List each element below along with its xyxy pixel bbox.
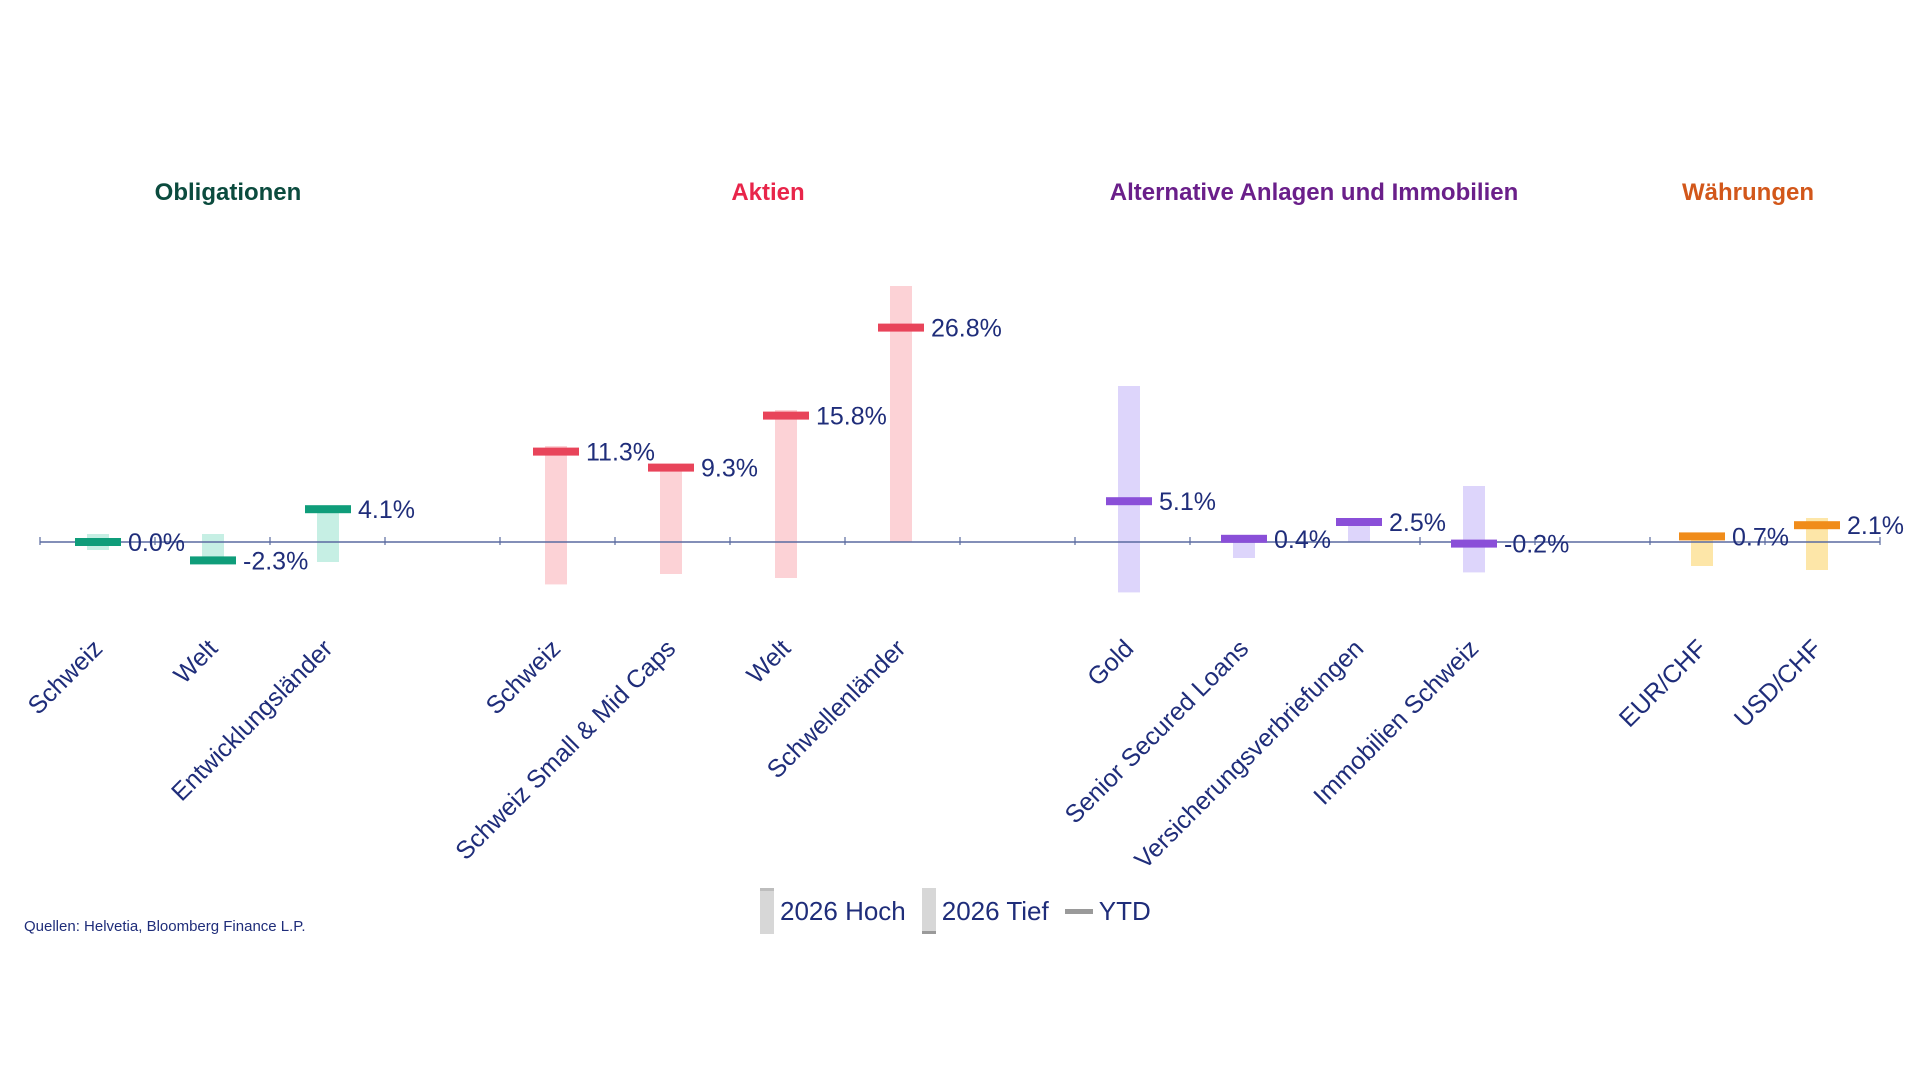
ytd-marker [1106, 497, 1152, 506]
legend-item-low: 2026 Tief [921, 888, 1049, 934]
range-bar [202, 534, 224, 561]
category-label: Welt [168, 634, 223, 689]
category-label: Gold [1082, 634, 1139, 691]
value-label: 4.1% [358, 496, 415, 524]
category-label: Schweiz Small & Mid Caps [450, 634, 681, 865]
value-label: -2.3% [243, 547, 308, 575]
ytd-marker [305, 505, 351, 514]
legend-swatch-high [760, 888, 774, 934]
source-note: Quellen: Helvetia, Bloomberg Finance L.P… [24, 918, 306, 935]
ytd-markers [75, 323, 1840, 565]
range-bar [890, 286, 912, 542]
range-bar [660, 467, 682, 574]
ytd-marker [878, 323, 924, 332]
value-label: 26.8% [931, 315, 1002, 343]
category-label: Welt [741, 634, 796, 689]
legend-label-low: 2026 Tief [941, 895, 1049, 926]
ytd-marker [75, 538, 121, 546]
ytd-marker [763, 411, 809, 420]
legend-swatch-low [921, 888, 936, 934]
value-label: 0.4% [1274, 526, 1331, 554]
legend-swatch-ytd [1064, 908, 1093, 914]
value-label: 11.3% [586, 439, 655, 467]
range-bar [1691, 536, 1713, 566]
ytd-marker [648, 463, 694, 472]
legend-item-high: 2026 Hoch [760, 888, 906, 934]
value-label: -0.2% [1504, 531, 1569, 559]
group-title: Währungen [1682, 179, 1814, 206]
value-labels: 0.0% -2.3% 4.1% 11.3% 9.3% 15.8% 26.8% 5.1% 0.4%… [128, 315, 1904, 576]
ytd-marker [1221, 534, 1267, 543]
range-bar [775, 410, 797, 578]
legend-label-high: 2026 Hoch [780, 895, 906, 926]
group-titles: Obligationen Aktien Alternative Anlagen un… [155, 179, 1814, 206]
legend-item-ytd: YTD [1064, 895, 1151, 927]
value-label: 2.5% [1389, 509, 1446, 537]
range-bar [1463, 486, 1485, 573]
value-label: 15.8% [816, 403, 887, 431]
category-label: Schweiz [481, 634, 567, 720]
value-label: 9.3% [701, 455, 758, 483]
ytd-marker [190, 556, 236, 565]
group-title: Alternative Anlagen und Immobilien [1110, 179, 1519, 206]
range-bar [1118, 386, 1140, 593]
value-label: 2.1% [1847, 512, 1904, 540]
group-title: Aktien [731, 179, 804, 206]
ytd-marker [1451, 539, 1497, 548]
value-label: 0.7% [1732, 523, 1789, 551]
value-label: 0.0% [128, 529, 185, 557]
range-bar [1348, 522, 1370, 542]
category-label: Versicherungsverbriefungen [1129, 634, 1369, 874]
value-label: 5.1% [1159, 488, 1216, 516]
range-bar [317, 509, 339, 562]
category-label: Schweiz [23, 634, 109, 720]
ytd-marker [1794, 521, 1840, 530]
category-label: Senior Secured Loans [1060, 634, 1255, 829]
range-bar [1233, 538, 1255, 558]
legend: 2026 Hoch 2026 Tief YTD [760, 886, 1157, 936]
ytd-marker [533, 447, 579, 456]
category-label: USD/CHF [1729, 634, 1827, 732]
group-title: Obligationen [155, 179, 302, 206]
axis-ticks [39, 537, 1881, 545]
category-label: EUR/CHF [1614, 634, 1712, 732]
legend-label-ytd: YTD [1098, 895, 1151, 926]
range-bar [1806, 518, 1828, 570]
ytd-marker [1679, 532, 1725, 541]
range-bar [545, 446, 567, 585]
ytd-marker [1336, 518, 1382, 526]
